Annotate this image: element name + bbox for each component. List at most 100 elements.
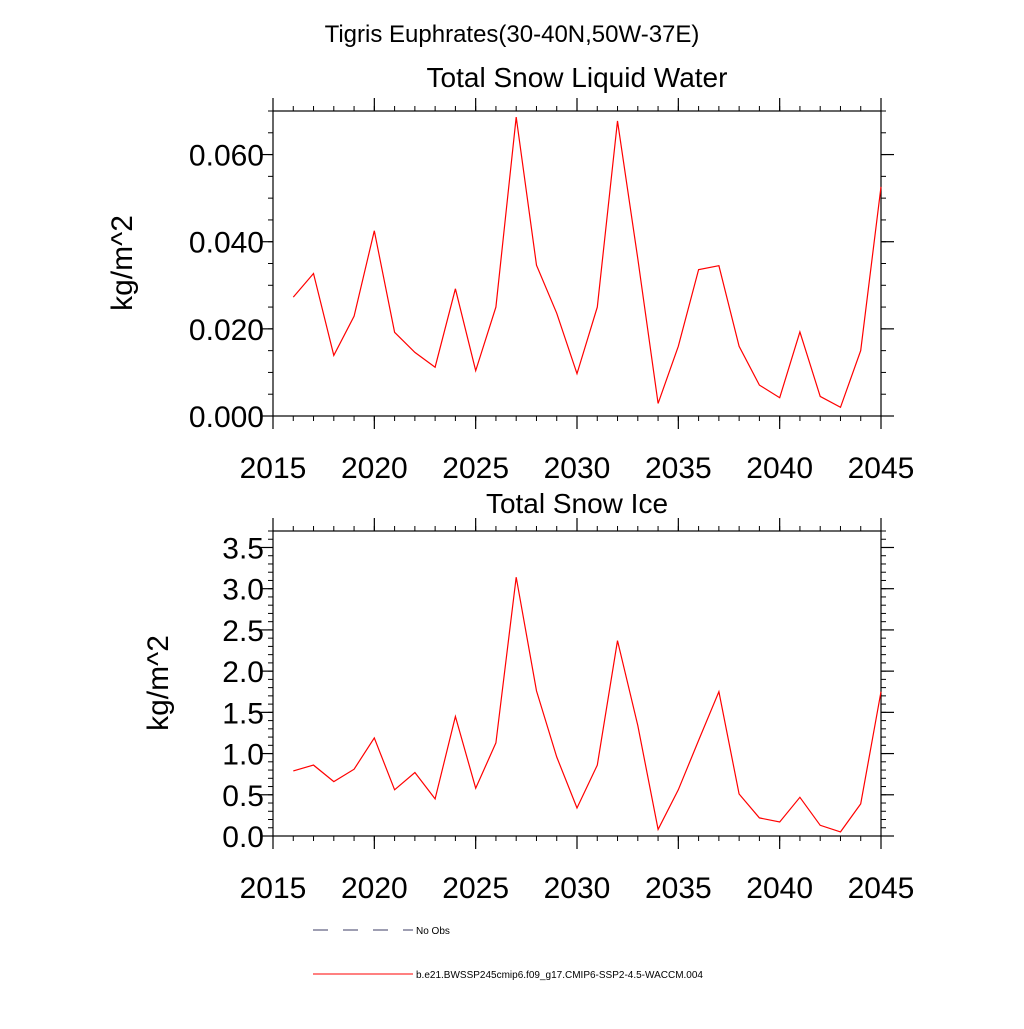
plot-frame [272,110,882,417]
x-tick-label: 2025 [442,872,509,905]
data-point [494,741,497,744]
data-point [859,802,862,805]
y-tick-label: 0.060 [189,140,264,173]
data-point [778,396,781,399]
data-point [839,830,842,833]
data-point [413,771,416,774]
data-point [373,736,376,739]
x-tick-label: 2020 [341,872,408,905]
data-point [535,689,538,692]
legend-label-no-obs: No Obs [416,926,450,937]
figure-main-title: Tigris Euphrates(30-40N,50W-37E) [325,21,700,48]
x-tick-label: 2030 [544,872,611,905]
x-tick-label: 2025 [442,452,509,485]
chart-title: Total Snow Ice [486,488,668,519]
data-point [880,185,883,188]
data-point [738,793,741,796]
data-point [616,120,619,123]
y-tick-label: 2.0 [222,656,264,689]
data-point [535,264,538,267]
data-point [839,406,842,409]
data-point [576,807,579,810]
data-point [292,769,295,772]
x-tick-label: 2030 [544,452,611,485]
data-point [454,287,457,290]
data-point [474,787,477,790]
data-point [332,780,335,783]
x-tick-label: 2040 [746,872,813,905]
data-point [657,402,660,405]
data-point [515,576,518,579]
y-axis-label: kg/m^2 [142,635,175,731]
data-point [717,264,720,267]
data-point [636,724,639,727]
series-line [293,577,882,833]
data-point [555,755,558,758]
data-point [373,229,376,232]
data-point [798,330,801,333]
data-point [576,372,579,375]
y-tick-label: 0.020 [189,314,264,347]
data-point [596,306,599,309]
y-tick-label: 1.5 [222,697,264,730]
data-point [393,788,396,791]
data-point [636,257,639,260]
x-tick-label: 2035 [645,872,712,905]
data-point [738,345,741,348]
data-point [880,690,883,693]
data-point [596,764,599,767]
data-point [292,296,295,299]
x-tick-label: 2015 [240,452,307,485]
x-tick-label: 2045 [848,872,915,905]
data-point [413,351,416,354]
data-point [434,797,437,800]
data-point [494,306,497,309]
data-point [819,824,822,827]
data-point [332,354,335,357]
data-point [717,690,720,693]
data-point [697,739,700,742]
data-point [454,715,457,718]
x-tick-label: 2045 [848,452,915,485]
data-point [312,764,315,767]
data-point [474,369,477,372]
y-tick-label: 2.5 [222,615,264,648]
data-point [657,828,660,831]
y-tick-label: 3.0 [222,574,264,607]
data-point [353,315,356,318]
data-point [677,788,680,791]
data-point [819,395,822,398]
data-point [312,272,315,275]
legend: No Obs b.e21.BWSSP245cmip6.f09_g17.CMIP6-… [313,926,703,981]
data-point [798,796,801,799]
y-tick-label: 0.0 [222,821,264,854]
data-point [555,312,558,315]
data-point [677,345,680,348]
y-axis-label: kg/m^2 [106,215,139,311]
data-point [393,331,396,334]
y-tick-label: 0.000 [189,401,264,434]
chart-title: Total Snow Liquid Water [427,62,728,93]
x-tick-label: 2040 [746,452,813,485]
data-point [758,816,761,819]
series-line [292,117,882,409]
data-point [758,384,761,387]
data-point [697,268,700,271]
x-tick-label: 2020 [341,452,408,485]
x-tick-label: 2035 [645,452,712,485]
y-tick-label: 3.5 [222,532,264,565]
data-point [778,821,781,824]
y-tick-label: 0.5 [222,780,264,813]
data-point [616,639,619,642]
y-tick-label: 0.040 [189,227,264,260]
x-tick-label: 2015 [240,872,307,905]
data-point [515,116,518,119]
data-point [353,768,356,771]
legend-label-model: b.e21.BWSSP245cmip6.f09_g17.CMIP6-SSP2-4… [416,970,703,981]
data-point [859,349,862,352]
panel-snow-liquid-water: Total Snow Liquid Water kg/m^2 0.000 0.020 0… [106,62,914,485]
y-tick-label: 1.0 [222,739,264,772]
panel-snow-ice: Total Snow Ice kg/m^2 0.0 0.5 1.0 1.5 2.0 2.5 3.… [142,488,914,905]
